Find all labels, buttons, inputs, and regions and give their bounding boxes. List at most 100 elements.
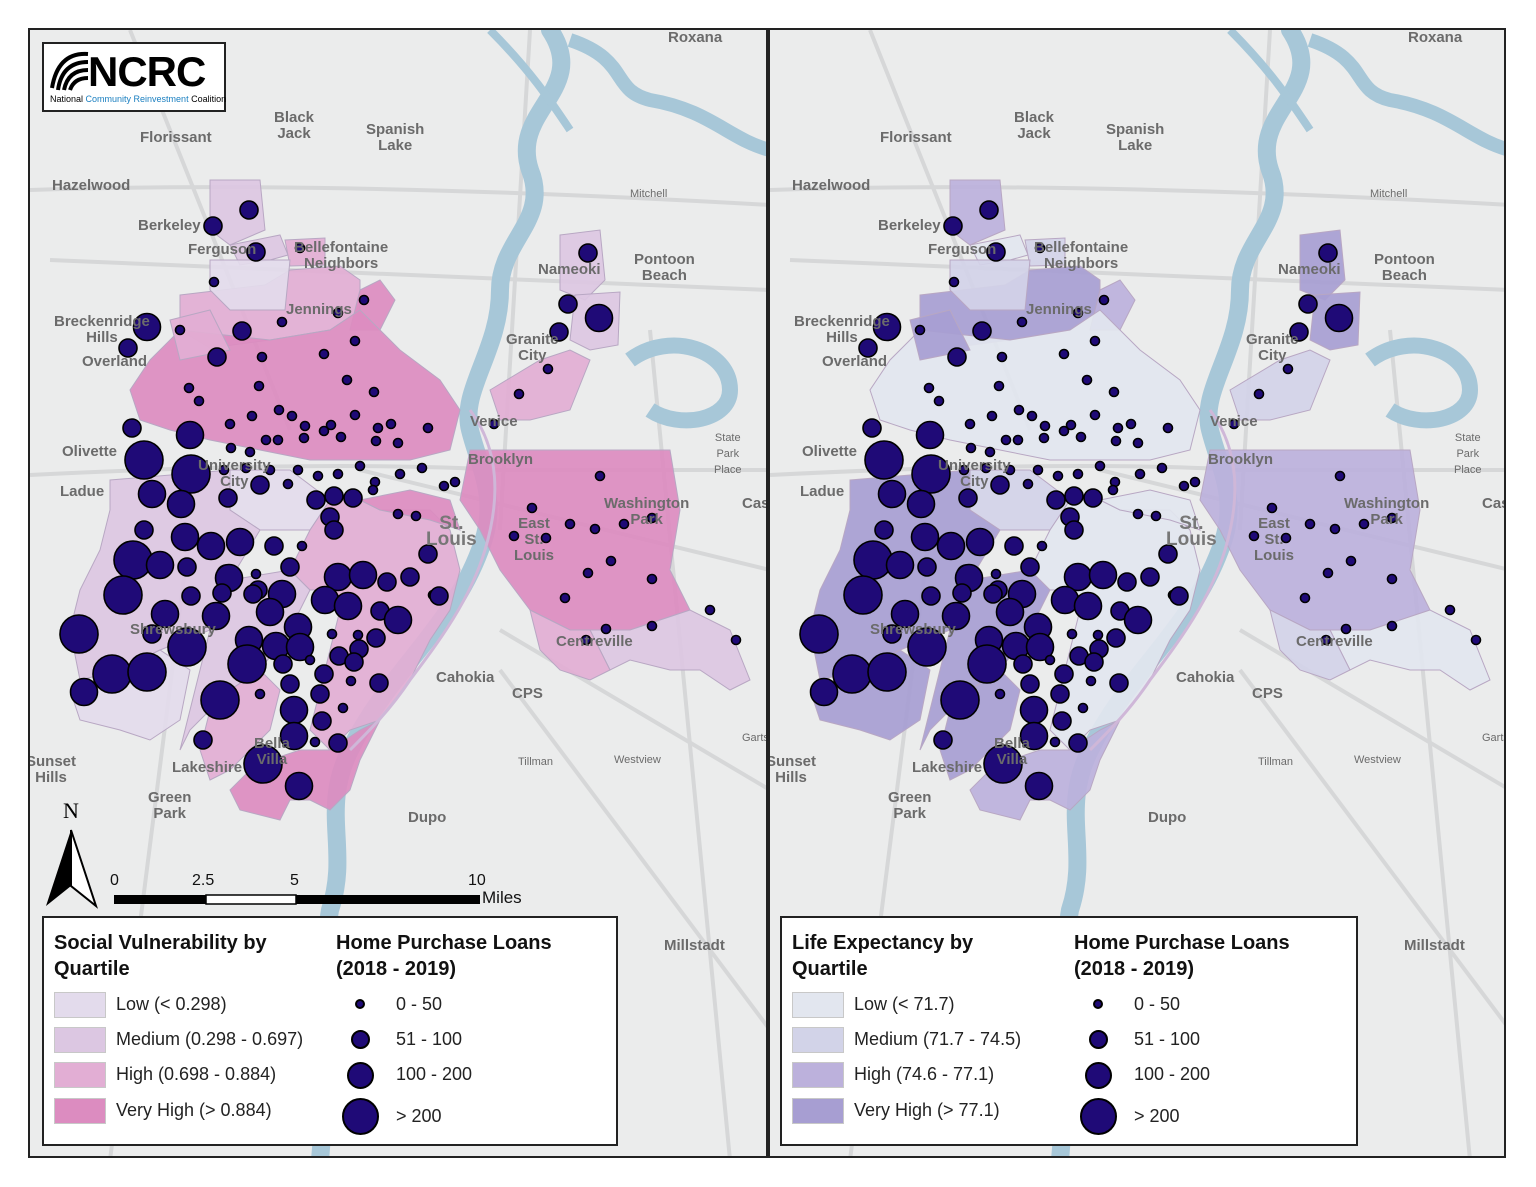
loan-dot-54 bbox=[171, 454, 211, 494]
loan-dot-10 bbox=[332, 307, 344, 319]
census-tract-20 bbox=[1329, 609, 1491, 691]
right-place-label-16: State Park Place bbox=[1454, 432, 1482, 476]
loan-dot-91 bbox=[243, 584, 263, 604]
loan-dot-130 bbox=[312, 711, 332, 731]
loan-dot-53 bbox=[1178, 480, 1190, 492]
right-place-label-25: Shrewsbury bbox=[870, 621, 956, 638]
label-medium: Medium (0.298 - 0.697) bbox=[116, 1029, 304, 1049]
loan-dot-72 bbox=[324, 520, 344, 540]
loan-dot-109 bbox=[907, 627, 947, 667]
loan-dot-1 bbox=[979, 200, 999, 220]
loan-dot-122 bbox=[1020, 674, 1040, 694]
loan-dot-46 bbox=[1032, 464, 1044, 476]
right-place-label-30: Sunset Hills bbox=[768, 753, 817, 786]
road-0 bbox=[770, 185, 1504, 207]
label-le-very-high: Very High (> 77.1) bbox=[854, 1100, 1000, 1120]
loan-dot-89 bbox=[181, 586, 201, 606]
loan-dot-87 bbox=[1158, 544, 1178, 564]
loan-dot-94 bbox=[333, 591, 363, 621]
loan-dot-134 bbox=[1049, 736, 1061, 748]
loan-dot-131 bbox=[1077, 702, 1089, 714]
loan-dot-147 bbox=[646, 512, 658, 524]
loan-dot-53 bbox=[438, 480, 450, 492]
loan-dot-108 bbox=[882, 624, 902, 644]
census-tract-12 bbox=[358, 489, 461, 531]
loan-dot-139 bbox=[1298, 294, 1318, 314]
legend-title-social-vulnerability: Social Vulnerability by Quartile bbox=[54, 932, 267, 980]
loan-dot-144 bbox=[488, 418, 500, 430]
loan-dot-l bbox=[342, 1098, 379, 1135]
loan-dot-54 bbox=[911, 454, 951, 494]
loan-dot-9 bbox=[1016, 316, 1028, 328]
loan-dot-135 bbox=[1068, 733, 1088, 753]
loan-dot-48 bbox=[332, 468, 344, 480]
loan-dot-109 bbox=[167, 627, 207, 667]
loan-dot-146 bbox=[1266, 502, 1278, 514]
left-place-label-0: Roxana bbox=[668, 29, 723, 46]
loan-dot-76 bbox=[145, 550, 175, 580]
loan-dot-104 bbox=[1092, 629, 1104, 641]
loan-dot-73 bbox=[392, 508, 404, 520]
loan-dot-140 bbox=[584, 303, 614, 333]
loan-dot-55 bbox=[877, 479, 907, 509]
loan-dot-6 bbox=[118, 338, 138, 358]
loan-label-100-200: 100 - 200 bbox=[1134, 1064, 1211, 1084]
loan-dot-105 bbox=[1106, 628, 1126, 648]
road-9 bbox=[498, 668, 766, 1028]
right-place-label-21: Washington Park bbox=[1344, 495, 1430, 528]
loan-dot-62 bbox=[343, 488, 363, 508]
loan-dot-69 bbox=[225, 527, 255, 557]
loan-dot-132 bbox=[279, 721, 309, 751]
loan-dot-146 bbox=[526, 502, 538, 514]
loan-dot-108 bbox=[142, 624, 162, 644]
loan-dot-19 bbox=[1108, 386, 1120, 398]
north-arrow-icon bbox=[46, 829, 98, 909]
loan-dot-6 bbox=[858, 338, 878, 358]
loan-dot-88 bbox=[843, 575, 883, 615]
loan-dot-152 bbox=[618, 518, 630, 530]
loan-dot-133 bbox=[193, 730, 213, 750]
census-tract-21 bbox=[529, 609, 611, 681]
loan-dot-m bbox=[347, 1062, 374, 1089]
left-place-label-24: East St. Louis bbox=[514, 515, 554, 564]
loan-dot-150 bbox=[564, 518, 576, 530]
loan-dot-8 bbox=[232, 321, 252, 341]
loan-dot-19 bbox=[368, 386, 380, 398]
right-place-label-34: Garts bbox=[1482, 732, 1504, 744]
loan-dot-133 bbox=[933, 730, 953, 750]
loan-dot-s bbox=[351, 1030, 370, 1049]
left-place-label-29: Bella Villa bbox=[254, 735, 290, 768]
loan-dot-117 bbox=[304, 654, 316, 666]
label-low: Low (< 0.298) bbox=[116, 994, 227, 1014]
loan-label-100-200: 100 - 200 bbox=[396, 1064, 473, 1084]
loan-dot-33 bbox=[175, 420, 205, 450]
loan-dot-151 bbox=[589, 523, 601, 535]
loan-dot-70 bbox=[1004, 536, 1024, 556]
legend-title-loans: Home Purchase Loans (2018 - 2019) bbox=[336, 932, 552, 980]
loan-dot-28 bbox=[325, 419, 337, 431]
loan-dot-61 bbox=[324, 486, 344, 506]
loan-dot-14 bbox=[996, 351, 1008, 363]
loan-dot-90 bbox=[212, 583, 232, 603]
loan-dot-26 bbox=[299, 420, 311, 432]
loan-dot-153 bbox=[1345, 555, 1357, 567]
loan-dot-58 bbox=[990, 475, 1010, 495]
loan-dot-121 bbox=[127, 652, 167, 692]
right-place-label-6: Berkeley bbox=[878, 217, 941, 234]
right-place-label-22: Cas bbox=[1482, 495, 1504, 512]
left-place-label-10: Nameoki bbox=[538, 261, 601, 278]
loan-dot-98 bbox=[429, 586, 449, 606]
loan-dot-44 bbox=[980, 462, 992, 474]
loan-dot-101 bbox=[995, 597, 1025, 627]
loan-dot-18 bbox=[253, 380, 265, 392]
loan-dot-160 bbox=[1386, 620, 1398, 632]
loan-dot-37 bbox=[1000, 434, 1012, 446]
left-map-canvas bbox=[30, 30, 766, 1156]
left-place-label-32: Tillman bbox=[518, 756, 554, 768]
scale-tick-2-5: 2.5 bbox=[192, 872, 215, 889]
loan-dot-30 bbox=[372, 422, 384, 434]
right-place-label-28: CPS bbox=[1252, 685, 1283, 702]
loan-dot-4 bbox=[208, 276, 220, 288]
right-place-label-12: Overland bbox=[822, 353, 888, 370]
loan-dot-150 bbox=[1304, 518, 1316, 530]
